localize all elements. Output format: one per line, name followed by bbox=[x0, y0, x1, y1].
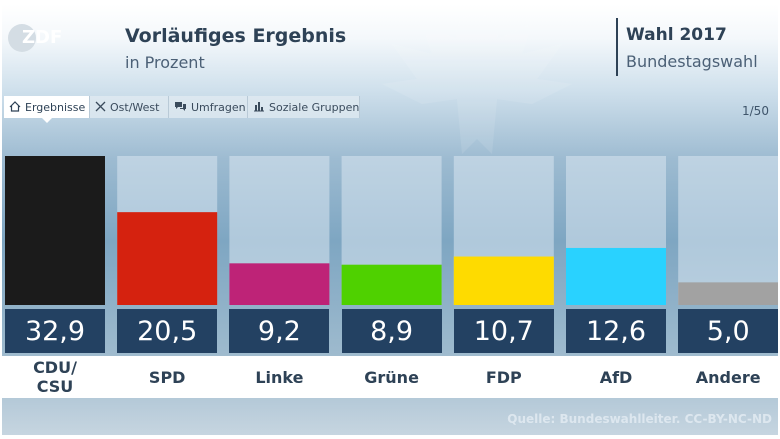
logo-disc bbox=[8, 24, 36, 52]
bar bbox=[678, 282, 778, 305]
home-icon bbox=[9, 100, 21, 114]
value-label: 20,5 bbox=[117, 309, 218, 353]
election-title: Wahl 2017 bbox=[626, 25, 727, 45]
page-subtitle: in Prozent bbox=[125, 53, 205, 72]
speech-bubbles-icon bbox=[174, 101, 187, 114]
value-label: 8,9 bbox=[341, 309, 442, 353]
bar bbox=[229, 263, 330, 305]
category-label: AfD bbox=[560, 356, 672, 398]
logo-text: ZDF bbox=[22, 27, 63, 48]
tab-soziale-gruppen[interactable]: Soziale Gruppen bbox=[248, 96, 360, 118]
bar bbox=[453, 256, 554, 305]
bar bbox=[117, 212, 218, 305]
category-label: Grüne bbox=[335, 356, 448, 398]
bar-track bbox=[678, 156, 778, 305]
value-label: 9,2 bbox=[229, 309, 330, 353]
cross-icon bbox=[95, 101, 106, 114]
tab-label: Soziale Gruppen bbox=[269, 100, 360, 114]
election-subtitle: Bundestagswahl bbox=[626, 52, 758, 71]
tab-label: Umfragen bbox=[191, 100, 246, 114]
category-label: Andere bbox=[672, 356, 778, 398]
page-title: Vorläufiges Ergebnis bbox=[125, 25, 347, 47]
category-label: SPD bbox=[111, 356, 224, 398]
eagle-watermark-icon bbox=[382, 14, 572, 154]
category-label: CDU/CSU bbox=[2, 356, 111, 398]
page-counter: 1/50 bbox=[742, 104, 769, 118]
tab-bar: Ergebnisse Ost/West Umfragen Soziale Gru… bbox=[4, 96, 360, 123]
bar bbox=[566, 247, 666, 305]
header-divider bbox=[616, 18, 618, 76]
bar-chart bbox=[5, 156, 778, 305]
value-label: 5,0 bbox=[678, 309, 778, 353]
election-graphic: ZDF Vorläufiges Ergebnis in Prozent Wahl… bbox=[2, 4, 778, 435]
category-label: FDP bbox=[447, 356, 560, 398]
category-label: Linke bbox=[223, 356, 336, 398]
tab-label: Ost/West bbox=[110, 100, 160, 114]
tab-umfragen[interactable]: Umfragen bbox=[169, 96, 248, 118]
bar-chart-icon bbox=[253, 101, 265, 114]
source-note: Quelle: Bundeswahlleiter. CC-BY-NC-ND bbox=[507, 412, 772, 426]
tab-ost-west[interactable]: Ost/West bbox=[90, 96, 169, 118]
zdf-logo: ZDF bbox=[8, 24, 68, 52]
bar bbox=[341, 264, 442, 305]
tab-label: Ergebnisse bbox=[25, 100, 86, 114]
value-label: 10,7 bbox=[453, 309, 554, 353]
tab-ergebnisse[interactable]: Ergebnisse bbox=[4, 96, 90, 123]
bar bbox=[5, 156, 105, 305]
value-label: 12,6 bbox=[566, 309, 666, 353]
value-label: 32,9 bbox=[5, 309, 105, 353]
